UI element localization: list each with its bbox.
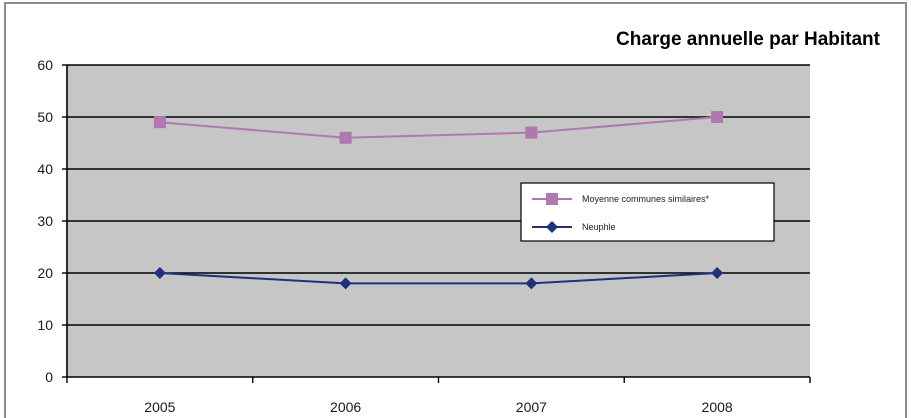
- legend-marker: [546, 221, 558, 233]
- data-point: [525, 277, 538, 290]
- x-tick-label: 2005: [144, 399, 175, 415]
- y-tick-label: 40: [37, 161, 53, 177]
- axes: 0 10 20 30 40 50 60 2005 2006 2007 2008: [37, 57, 811, 415]
- series-line: [159, 116, 718, 139]
- chart-title: Charge annuelle par Habitant: [616, 29, 881, 50]
- y-tick-label: 0: [45, 369, 53, 385]
- legend-box: [520, 182, 775, 242]
- data-point: [153, 267, 166, 279]
- legend-marker: [546, 193, 558, 205]
- y-tick-label: 50: [37, 109, 53, 125]
- y-tick-label: 10: [37, 317, 53, 333]
- x-tick-label: 2007: [516, 399, 547, 415]
- legend-label: Moyenne communes similaires*: [582, 194, 710, 204]
- y-tick-label: 20: [37, 265, 53, 281]
- series-line: [159, 272, 718, 285]
- data-point: [339, 277, 352, 290]
- series-group: [153, 111, 724, 290]
- data-point: [711, 111, 724, 123]
- x-tick-label: 2008: [702, 399, 733, 415]
- y-tick-label: 60: [37, 57, 53, 73]
- legend: Moyenne communes similaires* Neuphle: [520, 182, 775, 242]
- data-point: [153, 116, 166, 129]
- data-point: [711, 267, 724, 279]
- legend-label: Neuphle: [582, 222, 616, 232]
- data-point: [339, 131, 352, 144]
- y-tick-label: 30: [37, 213, 53, 229]
- data-point: [525, 126, 538, 139]
- x-tick-label: 2006: [330, 399, 361, 415]
